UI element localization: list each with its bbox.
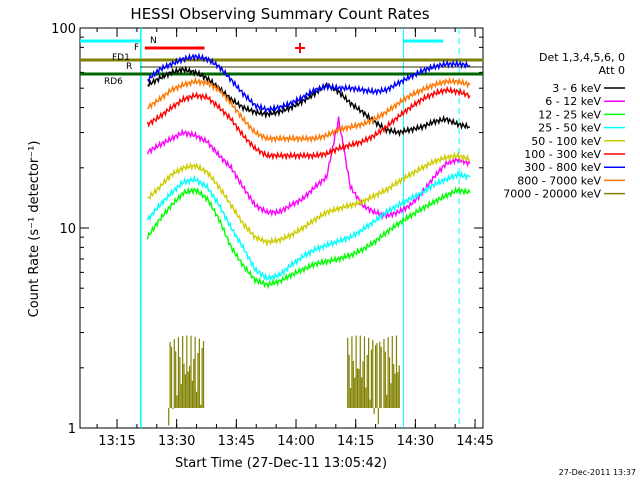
x-tick-label: 14:15: [337, 434, 374, 449]
chart-title: HESSI Observing Summary Count Rates: [130, 5, 429, 23]
legend-label-0: 3 - 6 keV: [552, 82, 601, 95]
x-tick-label: 14:00: [277, 434, 314, 449]
x-tick-label: 14:45: [456, 434, 493, 449]
flag-label-rd6: RD6: [104, 77, 123, 87]
series-line-1: [146, 116, 471, 220]
series-line-5: [146, 85, 471, 161]
x-tick-label: 13:45: [218, 434, 255, 449]
legend-label-6: 300 - 800 keV: [524, 161, 601, 174]
legend-label-5: 100 - 300 keV: [524, 148, 601, 161]
flag-label-n: N: [150, 36, 157, 46]
series-line-7: [146, 76, 471, 144]
legend-title: Det 1,3,4,5,6, 0: [539, 51, 625, 64]
y-tick-label: 10: [59, 222, 76, 237]
flag-label-r: R: [126, 62, 132, 72]
legend-title-line2: Att 0: [599, 64, 625, 77]
plot-layer: 13:15 13:30 13:45 14:00 14:15 14:30 14:45 1 10 10…: [51, 22, 494, 449]
x-tick-label: 13:30: [158, 434, 195, 449]
y-tick-label: 100: [51, 22, 76, 37]
series-line-4: [147, 150, 471, 248]
x-axis-label: Start Time (27-Dec-11 13:05:42): [175, 456, 387, 471]
series-line-3: [146, 170, 471, 282]
y-tick-label: 1: [68, 422, 76, 437]
legend-label-4: 50 - 100 keV: [531, 135, 601, 148]
x-tick-label: 14:30: [397, 434, 434, 449]
y-axis-label: Count Rate (s⁻¹ detector⁻¹): [27, 141, 42, 318]
series-line-2: [146, 186, 471, 290]
timestamp-label: 27-Dec-2011 13:37: [559, 468, 636, 477]
legend-label-3: 25 - 50 keV: [538, 122, 601, 135]
legend-label-7: 800 - 7000 keV: [517, 174, 601, 187]
flag-label-f: F: [134, 43, 139, 53]
flag-label-fd1: FD1: [112, 53, 130, 63]
series-line-0: [147, 65, 471, 138]
legend-label-1: 6 - 12 keV: [545, 95, 601, 108]
legend-label-2: 12 - 25 keV: [538, 108, 601, 121]
series-line-6: [147, 52, 471, 115]
legend-label-8: 7000 - 20000 keV: [503, 188, 601, 201]
x-tick-label: 13:15: [98, 434, 135, 449]
